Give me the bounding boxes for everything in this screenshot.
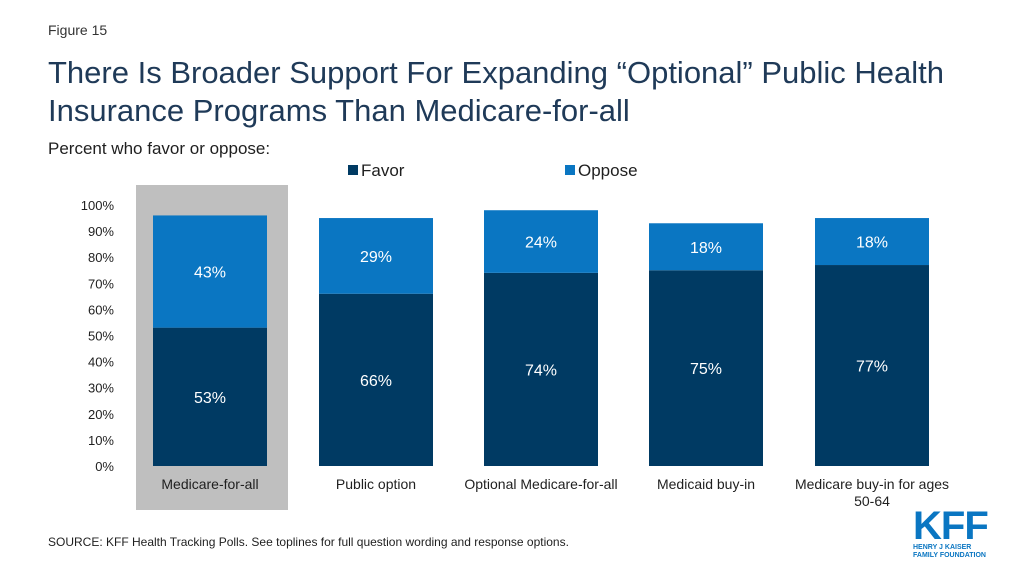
data-label-favor: 66% xyxy=(360,373,392,390)
legend-label-oppose: Oppose xyxy=(578,161,638,180)
data-label-oppose: 24% xyxy=(525,235,557,252)
bar-favor xyxy=(815,265,929,466)
y-tick-label: 0% xyxy=(95,459,114,474)
figure-label: Figure 15 xyxy=(48,22,108,38)
data-label-favor: 53% xyxy=(194,390,226,407)
chart-subtitle: Percent who favor or oppose: xyxy=(48,139,271,158)
bar-oppose xyxy=(815,218,929,266)
y-tick-label: 50% xyxy=(88,329,114,344)
logo-line-1: HENRY J KAISER xyxy=(913,544,972,551)
y-tick-label: 90% xyxy=(88,224,114,239)
y-tick-label: 80% xyxy=(88,250,114,265)
data-label-oppose: 29% xyxy=(360,249,392,266)
bar-favor xyxy=(649,270,763,466)
data-label-oppose: 18% xyxy=(856,235,888,252)
bar-favor xyxy=(484,272,598,466)
page-title: There Is Broader Support For Expanding “… xyxy=(48,55,945,128)
x-category-label: Optional Medicare-for-all xyxy=(464,476,617,492)
bar-favor xyxy=(319,293,433,466)
bar-oppose xyxy=(649,223,763,271)
source-note: SOURCE: KFF Health Tracking Polls. See t… xyxy=(48,535,569,549)
logo-line-2: FAMILY FOUNDATION xyxy=(913,552,986,559)
bar-oppose xyxy=(484,210,598,273)
bar-oppose xyxy=(319,218,433,294)
logo-mark: KFF xyxy=(913,504,989,548)
y-tick-label: 70% xyxy=(88,276,114,291)
bar-favor xyxy=(153,327,267,466)
y-tick-label: 40% xyxy=(88,355,114,370)
legend-label-favor: Favor xyxy=(361,161,405,180)
x-category-label: Medicare buy-in for ages 50-64 xyxy=(795,476,949,509)
y-tick-label: 30% xyxy=(88,381,114,396)
y-tick-label: 20% xyxy=(88,407,114,422)
bar-oppose xyxy=(153,215,267,328)
data-label-oppose: 18% xyxy=(690,240,722,257)
x-category-label: Medicare-for-all xyxy=(161,476,258,492)
data-label-favor: 74% xyxy=(525,362,557,379)
y-tick-label: 10% xyxy=(88,433,114,448)
kff-logo: KFF HENRY J KAISER FAMILY FOUNDATION xyxy=(913,504,993,560)
data-label-favor: 77% xyxy=(856,359,888,376)
data-label-favor: 75% xyxy=(690,361,722,378)
data-label-oppose: 43% xyxy=(194,265,226,282)
legend-swatch-favor xyxy=(348,165,358,175)
y-tick-label: 60% xyxy=(88,302,114,317)
x-category-label: Public option xyxy=(336,476,416,492)
x-category-label: Medicaid buy-in xyxy=(657,476,755,492)
legend-swatch-oppose xyxy=(565,165,575,175)
y-tick-label: 100% xyxy=(81,198,115,213)
